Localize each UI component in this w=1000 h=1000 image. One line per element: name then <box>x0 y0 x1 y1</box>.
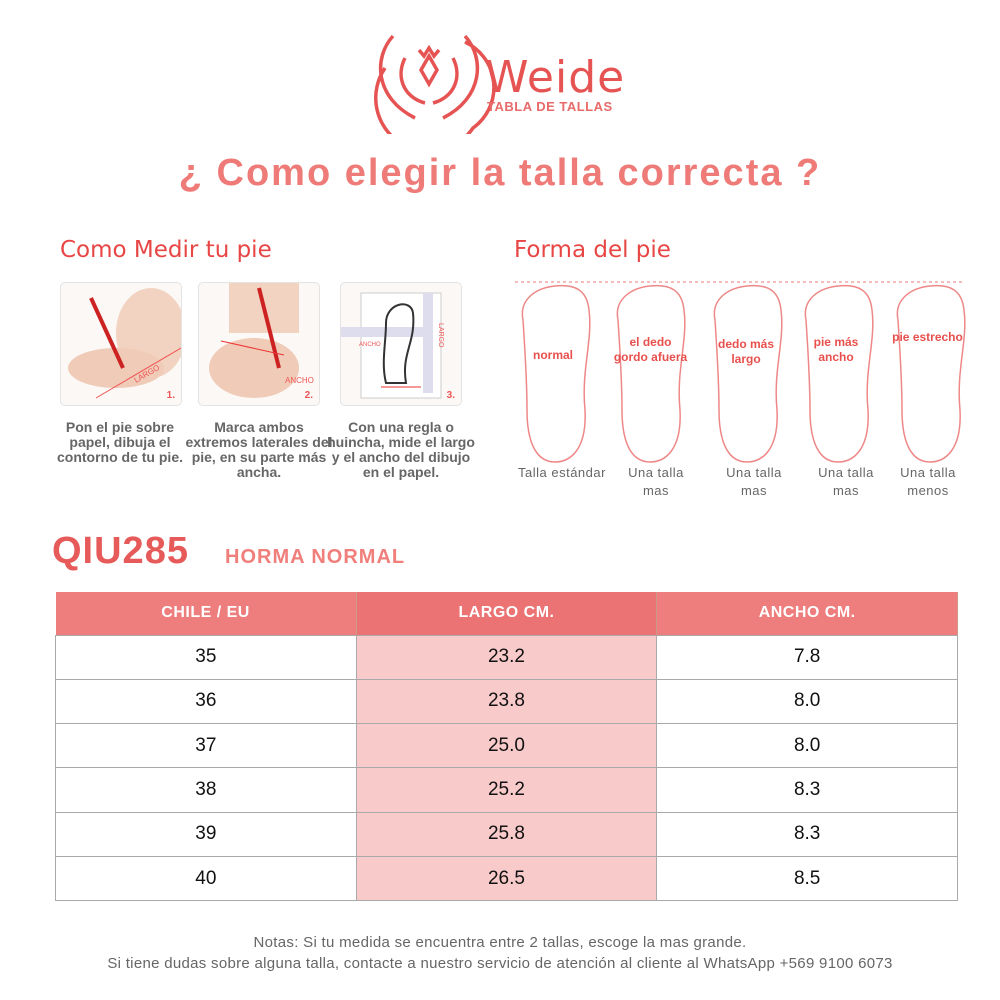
step-number: 1. <box>166 390 175 401</box>
measure-heading: Como Medir tu pie <box>60 237 272 263</box>
table-row: 40 26.5 8.5 <box>55 855 958 902</box>
foot-label: normal <box>532 348 573 362</box>
step-number: 2. <box>304 390 313 401</box>
foot-label: dedo más largo <box>717 337 774 366</box>
fit-label: HORMA NORMAL <box>225 546 406 568</box>
size-cell: 37 <box>55 723 357 769</box>
step-2-photo: ANCHO 2. <box>198 282 320 406</box>
col-header-length: LARGO CM. <box>356 592 658 635</box>
foot-narrow <box>896 284 966 463</box>
width-cell: 8.0 <box>656 723 958 769</box>
length-cell: 25.8 <box>355 811 658 857</box>
table-row: 37 25.0 8.0 <box>55 723 958 769</box>
table-row: 38 25.2 8.3 <box>55 767 958 813</box>
length-cell: 25.0 <box>355 723 658 769</box>
foot-label: el dedo gordo afuera <box>613 335 688 364</box>
width-cell: 8.3 <box>656 811 958 857</box>
note-line: Si tiene dudas sobre alguna talla, conta… <box>107 955 893 972</box>
foot-bunion <box>616 284 686 463</box>
brand-subtitle: TABLA DE TALLAS <box>487 99 613 114</box>
table-row: 39 25.8 8.3 <box>55 811 958 857</box>
width-cell: 8.0 <box>656 678 958 725</box>
size-cell: 39 <box>55 811 357 857</box>
brand-name: Weide <box>485 52 626 103</box>
notes: Notas: Si tu medida se encuentra entre 2… <box>0 932 1000 974</box>
note-line: Notas: Si tu medida se encuentra entre 2… <box>253 934 747 951</box>
weide-logo <box>374 34 496 134</box>
table-row: 36 23.8 8.0 <box>55 678 958 725</box>
col-header-size: CHILE / EU <box>55 592 357 635</box>
table-row: 35 23.2 7.8 <box>55 634 958 680</box>
step-number: 3. <box>446 390 455 401</box>
step-3-photo: ANCHO LARGO 3. <box>340 282 462 406</box>
foot-size-note: Una talla mas <box>726 465 782 498</box>
size-cell: 40 <box>55 855 357 902</box>
width-cell: 8.3 <box>656 767 958 813</box>
ancho-tag: ANCHO <box>285 376 314 385</box>
size-cell: 36 <box>55 678 357 725</box>
ancho-tag: ANCHO <box>359 342 381 348</box>
step-2-caption: Marca ambos extremos laterales del pie, … <box>185 419 333 480</box>
foot-wide <box>804 284 874 463</box>
foot-long-toe <box>713 284 783 463</box>
length-cell: 25.2 <box>355 767 658 813</box>
size-table: CHILE / EU LARGO CM. ANCHO CM. 35 23.2 7.8… <box>55 592 958 902</box>
step-1-photo: LARGO 1. <box>60 282 182 406</box>
size-cell: 35 <box>55 634 357 680</box>
foot-size-note: Una talla mas <box>818 465 874 498</box>
foot-normal <box>521 284 591 463</box>
shapes-heading: Forma del pie <box>514 237 671 263</box>
length-cell: 23.2 <box>355 634 658 680</box>
col-header-width: ANCHO CM. <box>656 592 958 635</box>
length-cell: 23.8 <box>355 678 658 725</box>
width-cell: 8.5 <box>656 855 958 902</box>
model-code: QIU285 <box>52 530 189 572</box>
largo-tag: LARGO <box>437 323 444 348</box>
foot-size-note: Una talla mas <box>628 465 684 498</box>
step-1-caption: Pon el pie sobre papel, dibuja el contor… <box>57 419 183 465</box>
foot-label: pie estrecho <box>892 330 963 344</box>
foot-size-note: Talla estándar <box>518 465 606 480</box>
size-cell: 38 <box>55 767 357 813</box>
foot-label: pie más ancho <box>813 335 859 364</box>
step-3-caption: Con una regla o huincha, mide el largo y… <box>327 419 475 480</box>
foot-size-note: Una talla menos <box>900 465 956 498</box>
foot-shapes-illustration <box>515 281 966 463</box>
length-cell: 26.5 <box>355 855 658 902</box>
width-cell: 7.8 <box>656 634 958 680</box>
page-title: ¿ Como elegir la talla correcta ? <box>178 152 822 194</box>
